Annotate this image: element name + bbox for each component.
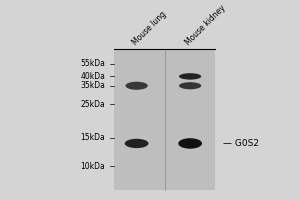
Text: 15kDa: 15kDa xyxy=(81,133,105,142)
Text: 55kDa: 55kDa xyxy=(80,59,105,68)
Text: — G0S2: — G0S2 xyxy=(223,139,259,148)
Text: 25kDa: 25kDa xyxy=(81,100,105,109)
Ellipse shape xyxy=(179,82,201,89)
Text: Mouse kidney: Mouse kidney xyxy=(184,3,227,47)
Text: 40kDa: 40kDa xyxy=(80,72,105,81)
Ellipse shape xyxy=(178,138,202,149)
Ellipse shape xyxy=(125,82,148,90)
Ellipse shape xyxy=(179,73,201,80)
FancyBboxPatch shape xyxy=(114,49,215,190)
Text: 10kDa: 10kDa xyxy=(81,162,105,171)
Ellipse shape xyxy=(125,139,148,148)
Text: 35kDa: 35kDa xyxy=(80,81,105,90)
Text: Mouse lung: Mouse lung xyxy=(130,9,168,47)
